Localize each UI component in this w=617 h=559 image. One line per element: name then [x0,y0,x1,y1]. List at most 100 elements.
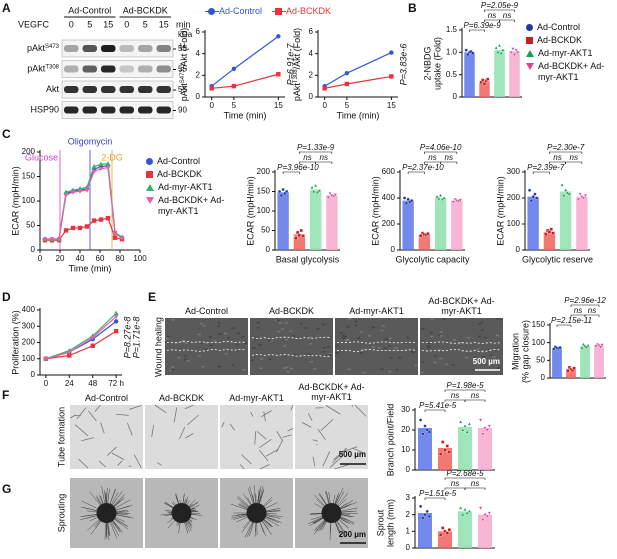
marker [66,350,72,355]
texture [497,361,501,364]
bar [326,195,338,250]
y-tick-label: 30 [401,405,410,414]
tube [282,434,292,438]
series-line [45,165,123,240]
texture [354,324,358,327]
tube [320,419,334,431]
sig-bracket [556,324,572,327]
texture [480,321,484,324]
row-label: HSP90 [30,105,59,115]
texture [335,344,339,347]
sig-bracket [570,304,600,307]
bar [552,347,562,378]
marker [322,86,327,91]
tube [107,446,117,456]
lane-label: 5 [143,19,148,29]
series-line [45,166,123,240]
marker [70,225,76,231]
blot-band [119,45,134,52]
tube [276,440,283,453]
texture [383,339,387,341]
row-sup: T308 [45,64,59,70]
blot-band [156,86,171,93]
bead-cluster [171,503,192,523]
y-tick-label: 150 [22,172,36,181]
blot-band [101,65,116,73]
marker [209,86,214,91]
marker [423,513,427,517]
texture [480,350,484,352]
panel-label: G [2,482,11,496]
marker [465,510,470,515]
panel-label: C [2,127,11,141]
sig-bracket [484,9,515,12]
blot-band [138,45,153,52]
texture [226,337,230,339]
texture [285,338,289,341]
texture [497,367,501,369]
marker [425,509,429,513]
row-label: Wound healing [153,317,163,377]
sig-label: P=2.15e-11 [551,316,592,325]
y-tick-label: 3 [406,493,411,502]
marker [497,43,502,47]
legend-entry: Ad-BCKDK+ Ad-myr-AKT1 [526,61,616,83]
marker [583,194,588,198]
marker [326,195,331,200]
y-tick-label: 300 [507,167,521,176]
x-tick-label: 0 [209,101,214,110]
marker [598,345,603,350]
sig-bracket [499,19,515,22]
texture [278,322,282,324]
marker [547,230,552,234]
texture [326,346,330,348]
marker [509,50,514,55]
marker [481,78,485,82]
y-tick-label: 0 [31,245,36,254]
blot-band [101,106,116,114]
y-axis-label: ECAR (mpH/min) [245,176,255,246]
marker [478,506,483,511]
marker [551,231,555,235]
marker [295,230,300,235]
marker [98,217,104,222]
texture [231,327,235,329]
texture [182,339,186,342]
sig-label: ns [451,391,459,400]
blot-band [138,106,153,114]
panel-label: D [2,290,11,304]
bar [576,196,588,250]
sig-label: ns [445,153,453,162]
sig-bracket [299,151,333,154]
marker [297,233,302,237]
y-tick-label: 300 [22,321,36,330]
legend-label: Ad-BCKDK [286,6,332,16]
texture [217,322,221,324]
legend-entry: Ad-Control [526,22,616,33]
marker [426,232,430,236]
texture [427,345,431,347]
texture [329,352,333,355]
texture [242,368,246,371]
marker [464,48,468,52]
texture [380,329,384,332]
texture [442,318,446,320]
marker [560,182,564,187]
event-label: Glucose [25,152,58,162]
texture [299,322,303,325]
y-tick-label: 0 [391,245,396,254]
marker [276,72,281,77]
kda-value: 90 [178,106,187,115]
texture [371,346,375,348]
texture [439,357,443,360]
tube [261,410,272,418]
marker [578,192,582,197]
texture [292,335,296,337]
texture [483,336,487,339]
marker [427,430,432,434]
marker [451,200,456,205]
marker [389,50,394,55]
legend-marker [275,8,283,15]
tube [81,437,95,442]
legend-marker [208,8,215,15]
